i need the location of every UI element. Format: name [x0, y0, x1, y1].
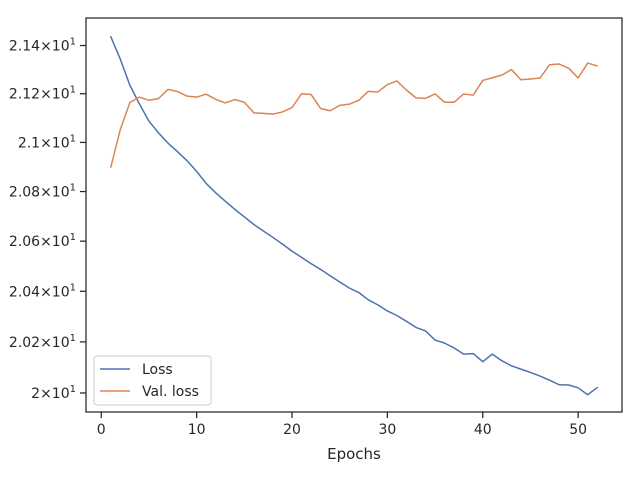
- y-tick-mantissa: 2.06: [9, 234, 40, 250]
- y-tick-mantissa: 2.02: [9, 335, 40, 351]
- y-tick-mantissa: 2.14: [9, 39, 40, 55]
- y-tick-exponent: 1: [70, 85, 76, 96]
- x-tick-label: 20: [283, 422, 301, 438]
- legend-label: Loss: [142, 362, 173, 378]
- legend: Loss Val. loss: [93, 355, 212, 406]
- y-tick-exponent: 1: [70, 133, 76, 144]
- y-tick-times: ×10: [40, 87, 70, 103]
- y-tick-label: 2×101: [31, 384, 76, 402]
- y-tick-label: 2.08×101: [9, 183, 76, 201]
- y-tick-times: ×10: [40, 135, 70, 151]
- x-tick-label: 10: [188, 422, 206, 438]
- y-tick-mantissa: 2: [31, 386, 40, 402]
- plot-frame: [85, 17, 623, 413]
- y-tick-mantissa: 2.1: [18, 135, 40, 151]
- y-tick-exponent: 1: [70, 333, 76, 344]
- y-tick-label: 2.1×101: [18, 133, 76, 151]
- y-tick-times: ×10: [40, 185, 70, 201]
- y-tick-mantissa: 2.12: [9, 87, 40, 103]
- plot-area: [86, 18, 622, 412]
- y-tick-mantissa: 2.08: [9, 185, 40, 201]
- y-tick-times: ×10: [40, 335, 70, 351]
- y-axis-ticks: 2×1012.02×1012.04×1012.06×1012.08×1012.1…: [9, 37, 86, 402]
- y-tick-times: ×10: [40, 39, 70, 55]
- x-tick-label: 40: [474, 422, 492, 438]
- y-tick-label: 2.02×101: [9, 333, 76, 351]
- y-tick-exponent: 1: [70, 37, 76, 48]
- y-tick-exponent: 1: [70, 232, 76, 243]
- series-line-val-loss: [110, 62, 598, 168]
- y-tick-label: 2.14×101: [9, 37, 76, 55]
- y-tick-label: 2.06×101: [9, 232, 76, 250]
- x-axis-ticks: 0 10 20 30 40 50: [97, 412, 587, 438]
- legend-label: Val. loss: [142, 384, 199, 400]
- x-tick-label: 0: [97, 422, 106, 438]
- y-tick-times: ×10: [40, 386, 70, 402]
- x-tick-label: 30: [378, 422, 396, 438]
- y-tick-label: 2.04×101: [9, 282, 76, 300]
- y-tick-exponent: 1: [70, 282, 76, 293]
- y-tick-times: ×10: [40, 284, 70, 300]
- y-tick-mantissa: 2.04: [9, 284, 40, 300]
- y-tick-exponent: 1: [70, 384, 76, 395]
- x-tick-label: 50: [569, 422, 587, 438]
- y-tick-times: ×10: [40, 234, 70, 250]
- y-tick-label: 2.12×101: [9, 85, 76, 103]
- x-axis-label: Epochs: [327, 445, 381, 463]
- series-line-loss: [110, 35, 598, 396]
- series-layer: [110, 35, 598, 396]
- y-tick-exponent: 1: [70, 183, 76, 194]
